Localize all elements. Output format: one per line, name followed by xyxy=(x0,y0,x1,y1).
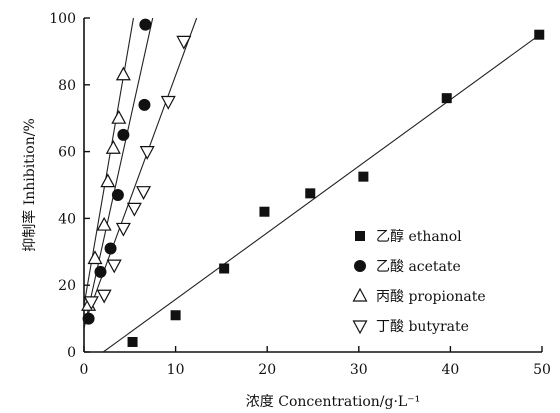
fit-line xyxy=(84,18,154,329)
data-point xyxy=(136,186,152,200)
data-point xyxy=(105,140,121,154)
data-point xyxy=(115,66,131,81)
data-point xyxy=(94,265,107,278)
data-point xyxy=(305,188,316,199)
y-tick-label: 20 xyxy=(58,278,76,294)
data-point xyxy=(127,336,138,347)
data-points xyxy=(81,18,545,347)
x-tick-label: 50 xyxy=(533,362,551,378)
data-point xyxy=(104,242,117,255)
y-tick-label: 40 xyxy=(58,211,76,227)
data-point xyxy=(111,189,124,202)
fit-line xyxy=(84,18,198,326)
data-point xyxy=(219,263,230,274)
legend-label: 丁酸 butyrate xyxy=(376,319,469,335)
x-axis-label: 浓度 Concentration/g·L⁻¹ xyxy=(246,394,420,410)
y-tick-label: 80 xyxy=(58,78,76,94)
x-tick-label: 0 xyxy=(80,362,89,378)
data-point xyxy=(83,296,99,311)
data-point xyxy=(82,312,95,325)
legend-label: 丙酸 propionate xyxy=(376,289,486,305)
legend-marker xyxy=(354,260,366,272)
legend-label: 乙酸 acetate xyxy=(376,259,461,275)
data-point xyxy=(115,222,131,237)
fit-line xyxy=(102,32,542,352)
legend-marker xyxy=(355,231,365,241)
data-point xyxy=(111,109,127,124)
x-tick-label: 10 xyxy=(167,362,185,378)
x-tick-label: 20 xyxy=(258,362,276,378)
legend-marker xyxy=(352,320,368,335)
y-axis-label: 抑制率 Inhibition/% xyxy=(21,118,38,252)
data-point xyxy=(100,173,116,188)
y-tick-label: 100 xyxy=(49,11,76,27)
data-point xyxy=(259,206,270,217)
data-point xyxy=(160,95,176,110)
data-point xyxy=(441,93,452,104)
legend-marker xyxy=(352,287,368,302)
data-point xyxy=(176,35,192,50)
data-point xyxy=(138,98,151,111)
legend: 乙醇 ethanol 乙酸 acetate 丙酸 propionate 丁酸 buty… xyxy=(352,228,486,335)
data-point xyxy=(96,289,112,304)
data-point xyxy=(106,259,122,274)
data-point xyxy=(358,171,369,182)
data-point xyxy=(117,128,130,141)
data-point xyxy=(96,216,112,231)
data-point xyxy=(139,146,155,160)
x-tick-label: 30 xyxy=(350,362,368,378)
y-tick-label: 0 xyxy=(67,345,76,361)
data-point xyxy=(139,18,152,31)
y-tick-label: 60 xyxy=(58,145,76,161)
legend-label: 乙醇 ethanol xyxy=(376,228,462,245)
data-point xyxy=(87,250,103,265)
data-point xyxy=(170,310,181,321)
data-point xyxy=(534,29,545,40)
data-point xyxy=(126,202,142,217)
axes: 0 10 20 30 40 50 0 20 40 60 80 100 xyxy=(49,11,551,378)
x-tick-label: 40 xyxy=(441,362,459,378)
